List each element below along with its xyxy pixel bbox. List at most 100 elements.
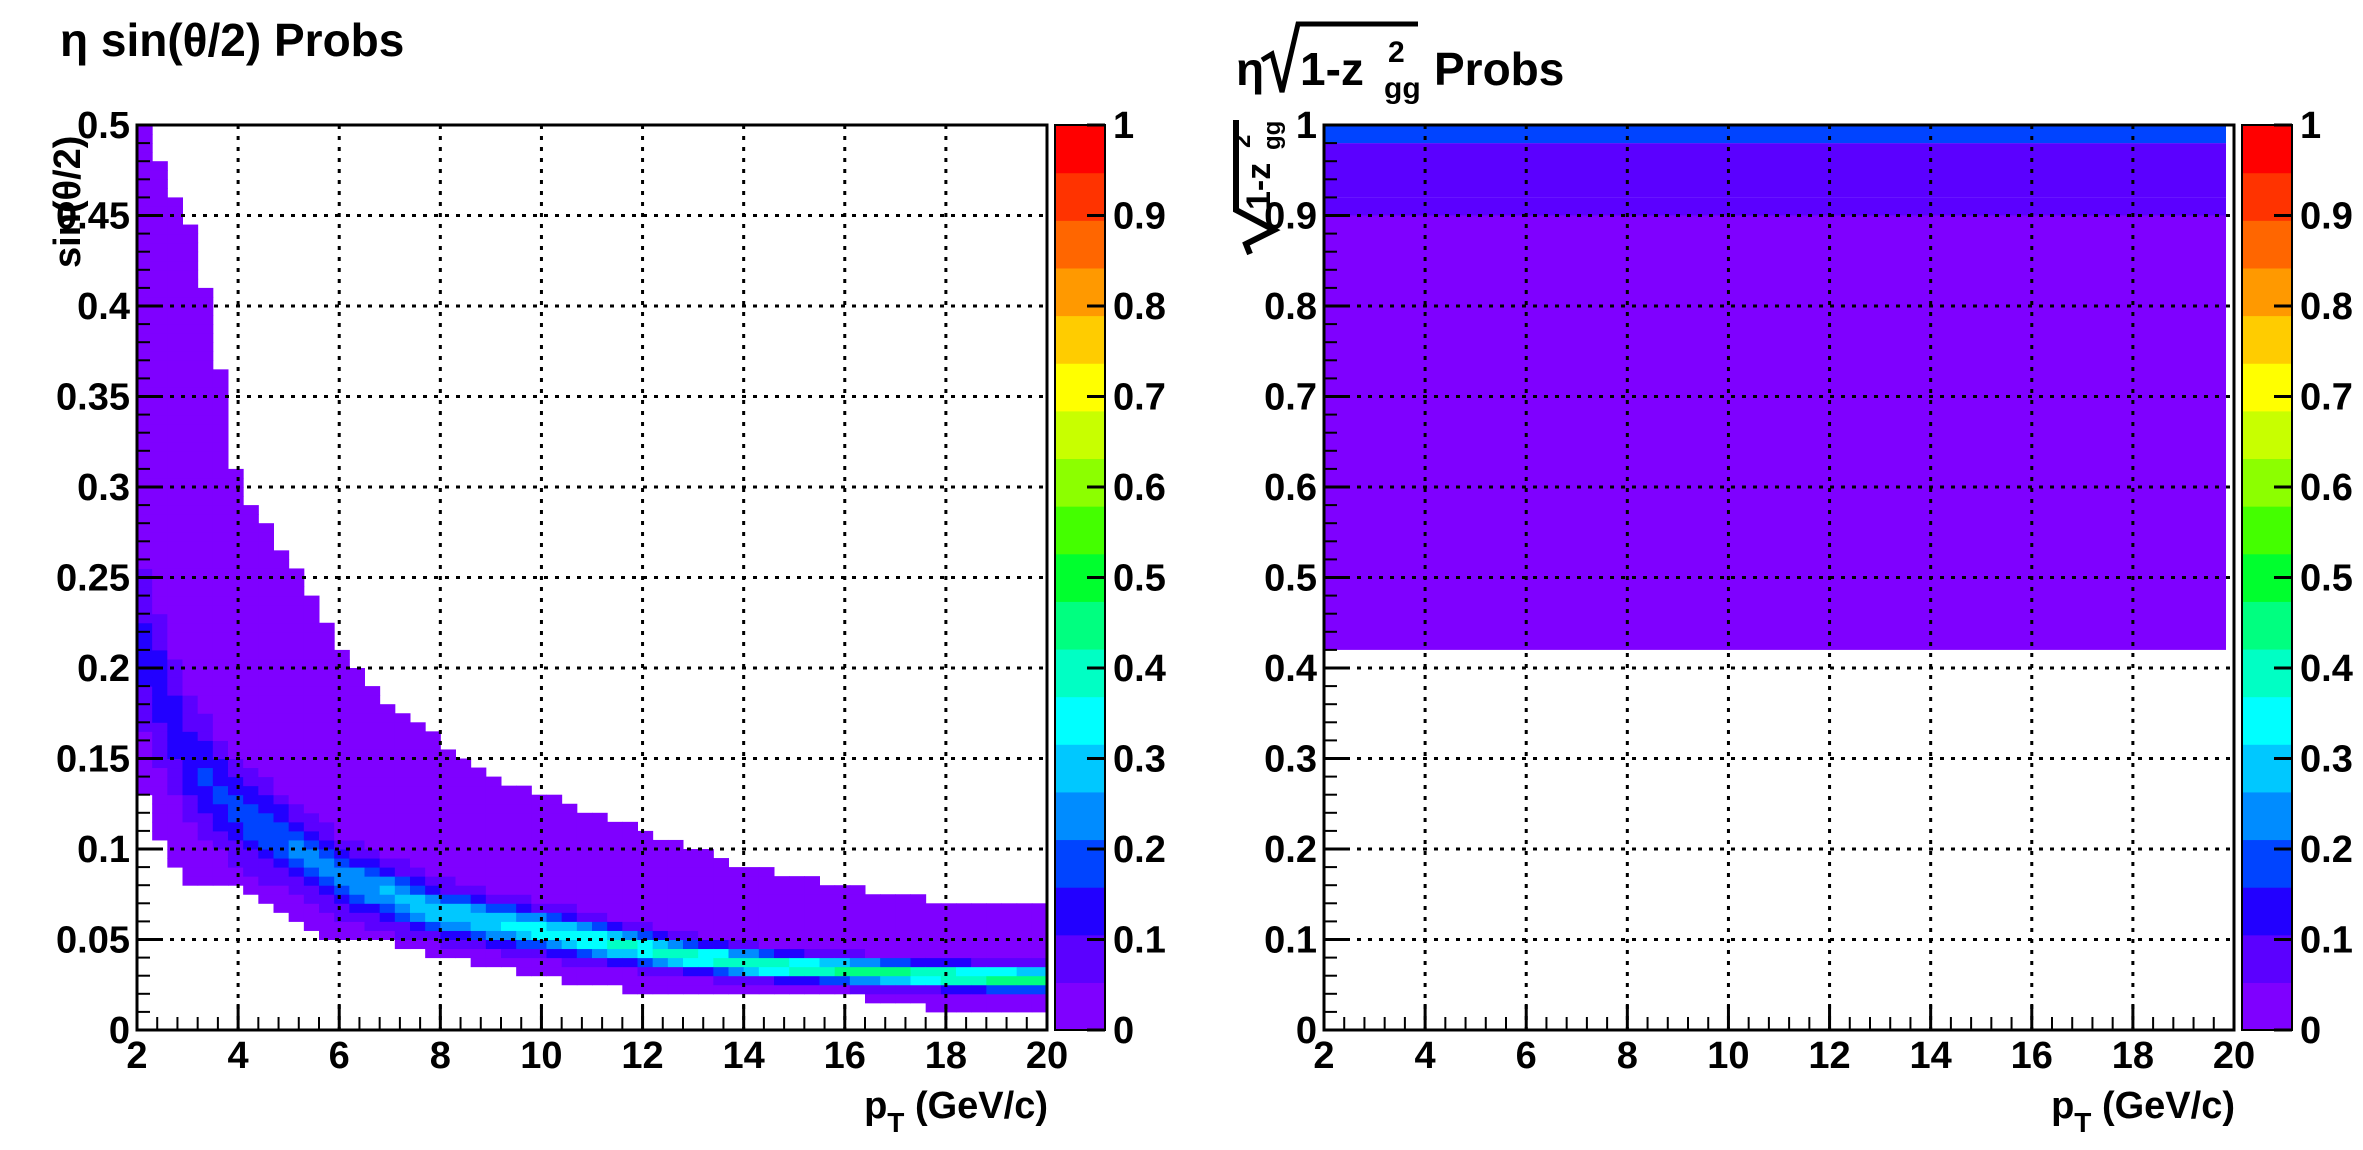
heatmap-cell xyxy=(319,704,335,714)
heatmap-cell xyxy=(546,894,563,904)
heatmap-cell xyxy=(319,858,335,868)
heatmap-cell xyxy=(956,966,972,977)
heatmap-cell xyxy=(349,758,365,769)
heatmap-cell xyxy=(516,785,532,796)
heatmap-cell xyxy=(804,912,820,922)
heatmap-cell xyxy=(228,704,244,714)
heatmap-cell xyxy=(182,586,199,597)
heatmap-cell xyxy=(1016,903,1033,913)
palette-tick-label: 0.4 xyxy=(2300,648,2353,690)
heatmap-cell xyxy=(303,849,320,859)
heatmap-cell xyxy=(925,948,942,959)
heatmap-cell xyxy=(425,821,441,832)
heatmap-cell xyxy=(698,921,714,931)
heatmap-cell xyxy=(1001,948,1018,959)
heatmap-cell xyxy=(592,894,608,904)
heatmap-cell xyxy=(425,858,441,868)
heatmap-cell xyxy=(197,496,214,506)
heatmap-cell xyxy=(940,930,957,940)
heatmap-cell xyxy=(137,387,153,397)
heatmap-cell xyxy=(880,939,896,950)
heatmap-cell xyxy=(561,939,578,950)
heatmap-cell xyxy=(971,921,987,931)
heatmap-cell xyxy=(182,251,199,262)
heatmap-cell xyxy=(895,930,911,940)
heatmap-cell xyxy=(152,378,168,388)
right-y-axis-label: 1-z 2 gg xyxy=(1229,120,1286,256)
heatmap-cell xyxy=(258,713,274,723)
heatmap-cell xyxy=(197,505,214,515)
heatmap-cell xyxy=(212,441,229,452)
heatmap-cell xyxy=(167,306,183,316)
heatmap-cell xyxy=(243,704,259,714)
heatmap-cell xyxy=(576,858,593,868)
heatmap-cell xyxy=(152,514,168,524)
heatmap-cell xyxy=(152,541,168,551)
right-grid xyxy=(1324,125,2234,1030)
heatmap-cell xyxy=(137,477,153,488)
heatmap-cell xyxy=(303,830,320,841)
x-tick-label: 10 xyxy=(520,1035,562,1077)
heatmap-cell xyxy=(182,532,199,542)
heatmap-cell xyxy=(607,821,623,832)
heatmap-cell xyxy=(698,984,714,995)
heatmap-cell xyxy=(212,830,229,841)
heatmap-cell xyxy=(258,767,274,778)
heatmap-cell xyxy=(258,523,274,533)
heatmap-cell xyxy=(1016,957,1033,968)
heatmap-cell xyxy=(667,867,684,877)
heatmap-cell xyxy=(197,776,214,787)
heatmap-cell xyxy=(622,885,638,895)
heatmap-cell xyxy=(303,631,320,642)
heatmap-cell xyxy=(895,912,911,922)
heatmap-cell xyxy=(849,939,866,950)
y-tick-label: 0.2 xyxy=(77,648,130,690)
heatmap-cell xyxy=(470,912,487,922)
heatmap-cell xyxy=(334,767,350,778)
heatmap-cell xyxy=(167,414,183,425)
heatmap-cell xyxy=(531,858,547,868)
heatmap-cell xyxy=(637,903,654,913)
heatmap-cell xyxy=(683,957,699,968)
heatmap-cell xyxy=(425,948,441,959)
heatmap-cell xyxy=(592,867,608,877)
heatmap-cell xyxy=(349,785,365,796)
heatmap-cell xyxy=(561,867,578,877)
heatmap-cell xyxy=(470,821,487,832)
heatmap-cell xyxy=(273,640,290,651)
heatmap-cell xyxy=(849,930,866,940)
palette-tick-label: 0.5 xyxy=(1113,558,1166,600)
heatmap-cell xyxy=(485,939,502,950)
heatmap-cell xyxy=(531,876,547,886)
heatmap-cell xyxy=(288,803,305,814)
heatmap-cell xyxy=(485,821,502,832)
heatmap-cell xyxy=(910,993,927,1004)
heatmap-cell xyxy=(652,930,669,940)
heatmap-cell xyxy=(576,903,593,913)
palette-swatch xyxy=(1055,506,1105,555)
heatmap-cell xyxy=(637,839,654,850)
heatmap-cell xyxy=(804,930,820,940)
heatmap-cell xyxy=(303,812,320,823)
heatmap-cell xyxy=(303,921,320,931)
heatmap-cell xyxy=(986,921,1002,931)
heatmap-cell xyxy=(410,749,426,759)
heatmap-cell xyxy=(849,894,866,904)
heatmap-cell xyxy=(956,921,972,931)
heatmap-cell xyxy=(425,749,441,759)
heatmap-cell xyxy=(485,903,502,913)
heatmap-cell xyxy=(182,668,199,678)
heatmap-cell xyxy=(197,296,214,307)
heatmap-cell xyxy=(394,930,411,940)
heatmap-cell xyxy=(789,957,805,968)
heatmap-cell xyxy=(197,740,214,750)
heatmap-cell xyxy=(455,767,472,778)
heatmap-cell xyxy=(743,939,760,950)
heatmap-cell xyxy=(319,930,335,940)
heatmap-cell xyxy=(273,785,290,796)
heatmap-cell xyxy=(895,993,911,1004)
heatmap-cell xyxy=(137,785,153,796)
heatmap-cell xyxy=(971,975,987,986)
heatmap-cell xyxy=(273,677,290,687)
heatmap-cell xyxy=(865,957,881,968)
